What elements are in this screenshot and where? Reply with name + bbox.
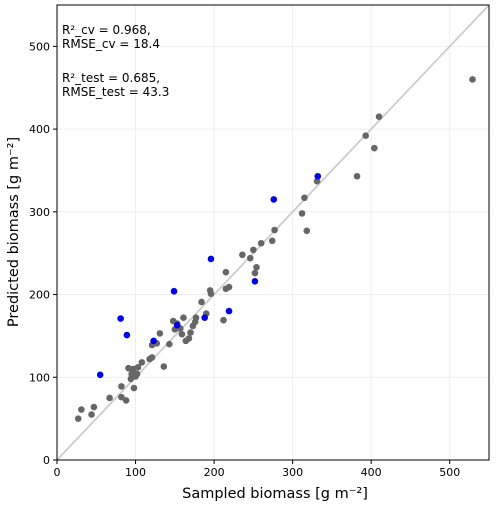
plot-frame xyxy=(56,4,490,461)
data-point xyxy=(160,363,168,370)
x-tick-label: 0 xyxy=(54,466,61,479)
data-point xyxy=(362,132,369,140)
data-point xyxy=(122,397,130,404)
data-point xyxy=(246,254,254,262)
data-point xyxy=(301,194,308,202)
x-axis-ticks: 0 100 200 300 400 500 xyxy=(54,460,460,479)
data-point xyxy=(118,383,125,390)
data-point xyxy=(303,227,311,235)
y-tick-label: 0 xyxy=(43,454,50,467)
data-point xyxy=(271,226,278,234)
annotation-cv-r2: R²_cv = 0.968, xyxy=(62,23,151,37)
data-point xyxy=(90,403,98,411)
y-tick-label: 100 xyxy=(29,371,50,384)
data-point xyxy=(138,359,146,366)
data-point xyxy=(156,330,164,337)
data-point xyxy=(250,246,257,254)
data-point xyxy=(253,263,260,271)
data-point xyxy=(375,113,383,120)
y-tick-label: 500 xyxy=(29,40,50,53)
data-point xyxy=(268,237,276,245)
data-point xyxy=(170,287,178,295)
data-point xyxy=(239,251,246,259)
x-tick-label: 100 xyxy=(125,466,146,479)
data-point xyxy=(469,76,476,83)
data-point xyxy=(298,210,306,217)
data-point xyxy=(178,330,186,338)
data-point xyxy=(201,314,208,322)
data-point xyxy=(106,394,113,402)
data-point xyxy=(220,316,227,324)
data-point xyxy=(180,314,187,322)
annotation-cv-rmse: RMSE_cv = 18.4 xyxy=(62,37,160,51)
annotation-test-rmse: RMSE_test = 43.3 xyxy=(62,85,169,99)
y-axis-ticks: 0 100 200 300 400 500 xyxy=(29,40,57,467)
data-point xyxy=(130,384,138,392)
data-point xyxy=(88,411,95,418)
annotation-test-r2: R²_test = 0.685, xyxy=(62,71,160,85)
data-point xyxy=(371,144,378,152)
y-tick-label: 200 xyxy=(29,289,50,302)
data-point xyxy=(225,283,233,291)
data-point xyxy=(257,239,265,247)
data-point xyxy=(222,268,230,276)
x-axis-label: Sampled biomass [g m⁻²] xyxy=(182,486,368,502)
data-point xyxy=(314,172,322,180)
data-point xyxy=(251,278,259,285)
data-point xyxy=(166,340,173,348)
data-point xyxy=(133,370,141,378)
data-point xyxy=(225,307,233,315)
data-point xyxy=(117,315,124,322)
x-tick-label: 200 xyxy=(204,466,225,479)
data-point xyxy=(74,415,82,422)
x-tick-label: 500 xyxy=(439,466,460,479)
data-point xyxy=(123,331,131,339)
y-tick-label: 300 xyxy=(29,206,50,219)
data-point xyxy=(353,172,361,180)
data-point xyxy=(207,255,215,263)
data-point xyxy=(173,321,181,329)
data-point xyxy=(187,329,194,336)
data-point xyxy=(134,364,142,371)
data-point xyxy=(118,393,125,401)
y-axis-label: Predicted biomass [g m⁻²] xyxy=(6,137,22,327)
data-point xyxy=(148,354,156,361)
data-point xyxy=(78,406,85,413)
data-point xyxy=(96,371,104,379)
data-points xyxy=(74,76,476,422)
grid-lines xyxy=(56,5,489,461)
x-tick-label: 400 xyxy=(361,466,382,479)
data-point xyxy=(192,314,200,322)
data-point xyxy=(198,298,205,306)
y-tick-label: 400 xyxy=(29,123,50,136)
data-point xyxy=(207,290,215,298)
data-point xyxy=(313,177,321,185)
data-point xyxy=(270,196,278,203)
data-point xyxy=(150,337,157,345)
data-point xyxy=(185,335,193,342)
x-tick-label: 300 xyxy=(282,466,303,479)
data-point xyxy=(251,269,259,277)
